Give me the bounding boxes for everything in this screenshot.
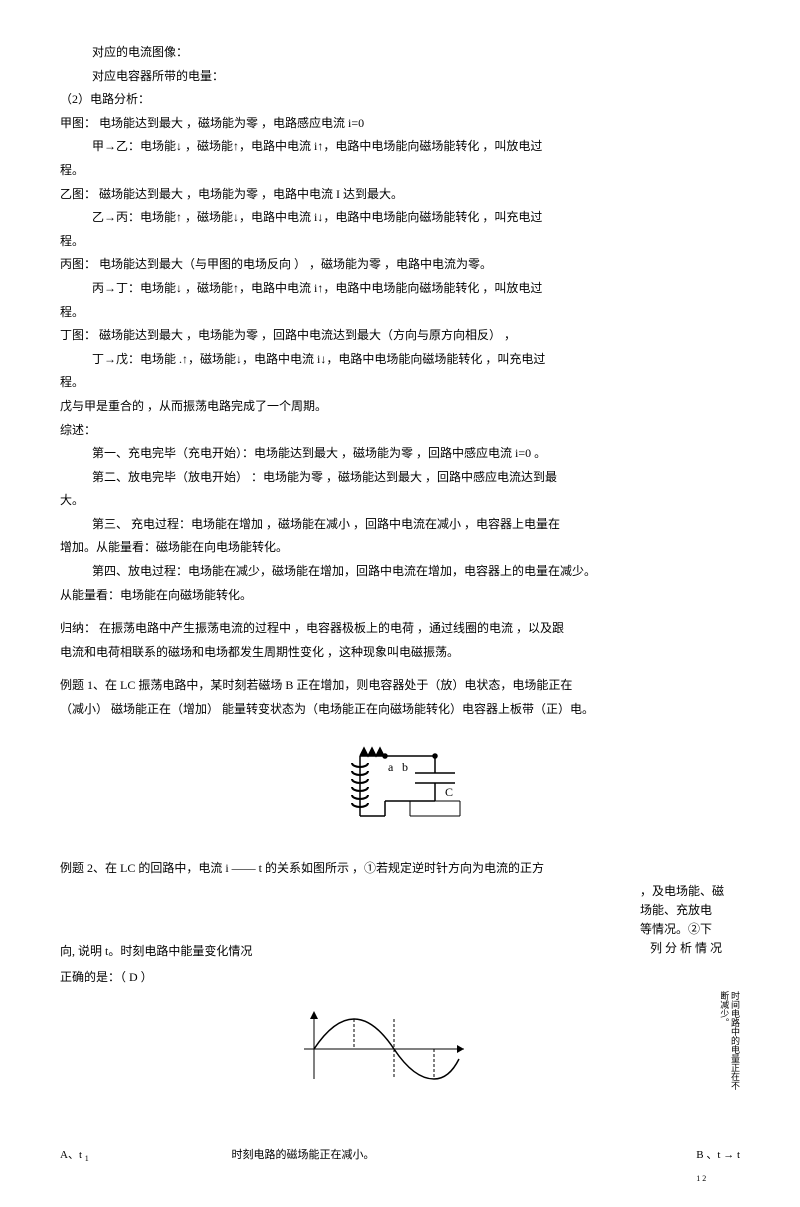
ex2-r3: 等情况。②下 bbox=[640, 922, 712, 936]
jia-sub: 甲→乙：电场能↓ ，磁场能↑，电路中电流 i↑，电路中电场能向磁场能转化 ，叫放… bbox=[92, 136, 740, 158]
ex2-l1: 例题 2、在 LC 的回路中，电流 i —— t 的关系如图所示 ，①若规定逆时… bbox=[60, 858, 740, 880]
footer-options: A、t 1 时刻电路的磁场能正在减小。 B 、t → t 1 2 bbox=[60, 1146, 740, 1167]
zong-l1: 第一、充电完毕（充电开始）：电场能达到最大 ，磁场能为零 ，回路中感应电流 i=… bbox=[92, 443, 740, 465]
zong-l4: 第四、放电过程：电场能在减少，磁场能在增加，回路中电流在增加，电容器上的电量在减… bbox=[92, 561, 740, 583]
line: （2）电路分析： bbox=[60, 89, 740, 111]
sine-wave-diagram bbox=[60, 1009, 740, 1097]
zong-l4t: 从能量看：电场能在向磁场能转化。 bbox=[60, 585, 740, 607]
ex2-r2: 场能、充放电 bbox=[640, 903, 712, 917]
ding-head: 丁图： 磁场能达到最大 ，电场能为零 ，回路中电流达到最大（方向与原方向相反） … bbox=[60, 325, 740, 347]
ex2-r4: 列 分 析 情 况 bbox=[650, 939, 740, 958]
yi-sub: 乙→丙：电场能↑ ，磁场能↓，电路中电流 i↓，电路中电场能向磁场能转化 ，叫充… bbox=[92, 207, 740, 229]
bing-head: 丙图： 电场能达到最大（与甲图的电场反向 ） ，磁场能为零 ，电路中电流为零。 bbox=[60, 254, 740, 276]
vertical-note: 时间电路中的电量正在不断减少。 bbox=[718, 991, 740, 1091]
ex2-right-block: ，及电场能、磁 场能、充放电 等情况。②下 bbox=[640, 882, 740, 940]
zong-l2: 第二、放电完毕（放电开始） ：电场能为零 ，磁场能达到最大 ，回路中感应电流达到… bbox=[92, 467, 740, 489]
ding-tail: 程。 bbox=[60, 372, 740, 394]
opt-b-sub: 1 2 bbox=[696, 1174, 706, 1183]
label-a: a bbox=[388, 760, 394, 774]
label-c: C bbox=[445, 785, 453, 799]
guina-l2: 电流和电荷相联系的磁场和电场都发生周期性变化 ，这种现象叫电磁振荡。 bbox=[60, 642, 740, 664]
opt-a: A、t bbox=[60, 1149, 82, 1161]
zong-l3: 第三、 充电过程：电场能在增加 ，磁场能在减小 ，回路中电流在减小 ，电容器上电… bbox=[92, 514, 740, 536]
label-b: b bbox=[402, 760, 408, 774]
jia-head: 甲图： 电场能达到最大 ，磁场能为零 ，电路感应电流 i=0 bbox=[60, 113, 740, 135]
line: 对应的电流图像： bbox=[92, 42, 740, 64]
opt-a-sub: 1 bbox=[85, 1154, 89, 1163]
ex1-l1: 例题 1、在 LC 振荡电路中，某时刻若磁场 B 正在增加，则电容器处于（放）电… bbox=[60, 675, 740, 697]
zong-title: 综述： bbox=[60, 420, 740, 442]
line: 对应电容器所带的电量： bbox=[92, 66, 740, 88]
bing-tail: 程。 bbox=[60, 302, 740, 324]
ding-sub: 丁→戊：电场能 .↑，磁场能↓，电路中电流 i↓，电路中电场能向磁场能转化 ，叫… bbox=[92, 349, 740, 371]
ex1-l2: （减小） 磁场能正在（增加） 能量转变状态为（电场能正在向磁场能转化）电容器上板… bbox=[60, 699, 740, 721]
yi-head: 乙图： 磁场能达到最大 ，电场能为零 ，电路中电流 I 达到最大。 bbox=[60, 184, 740, 206]
opt-b: B 、t → t bbox=[696, 1149, 740, 1161]
jia-tail: 程。 bbox=[60, 160, 740, 182]
yi-tail: 程。 bbox=[60, 231, 740, 253]
ex2-l3: 正确的是：（ D ） bbox=[60, 967, 740, 989]
zong-l3t: 增加。从能量看：磁场能在向电场能转化。 bbox=[60, 537, 740, 559]
lc-circuit-diagram: a b C bbox=[60, 741, 740, 839]
guina-l1: 归纳： 在振荡电路中产生振荡电流的过程中 ，电容器极板上的电荷 ，通过线圈的电流… bbox=[60, 618, 740, 640]
opt-mid: 时刻电路的磁场能正在减小。 bbox=[232, 1146, 375, 1166]
wu-line: 戊与甲是重合的 ，从而振荡电路完成了一个周期。 bbox=[60, 396, 740, 418]
ex2-r1: ，及电场能、磁 bbox=[640, 884, 724, 898]
ex2-l2: 向, 说明 t。时刻电路中能量变化情况 bbox=[60, 941, 740, 963]
bing-sub: 丙→丁：电场能↓ ，磁场能↑，电路中电流 i↑，电路中电场能向磁场能转化 ，叫放… bbox=[92, 278, 740, 300]
zong-l2t: 大。 bbox=[60, 490, 740, 512]
